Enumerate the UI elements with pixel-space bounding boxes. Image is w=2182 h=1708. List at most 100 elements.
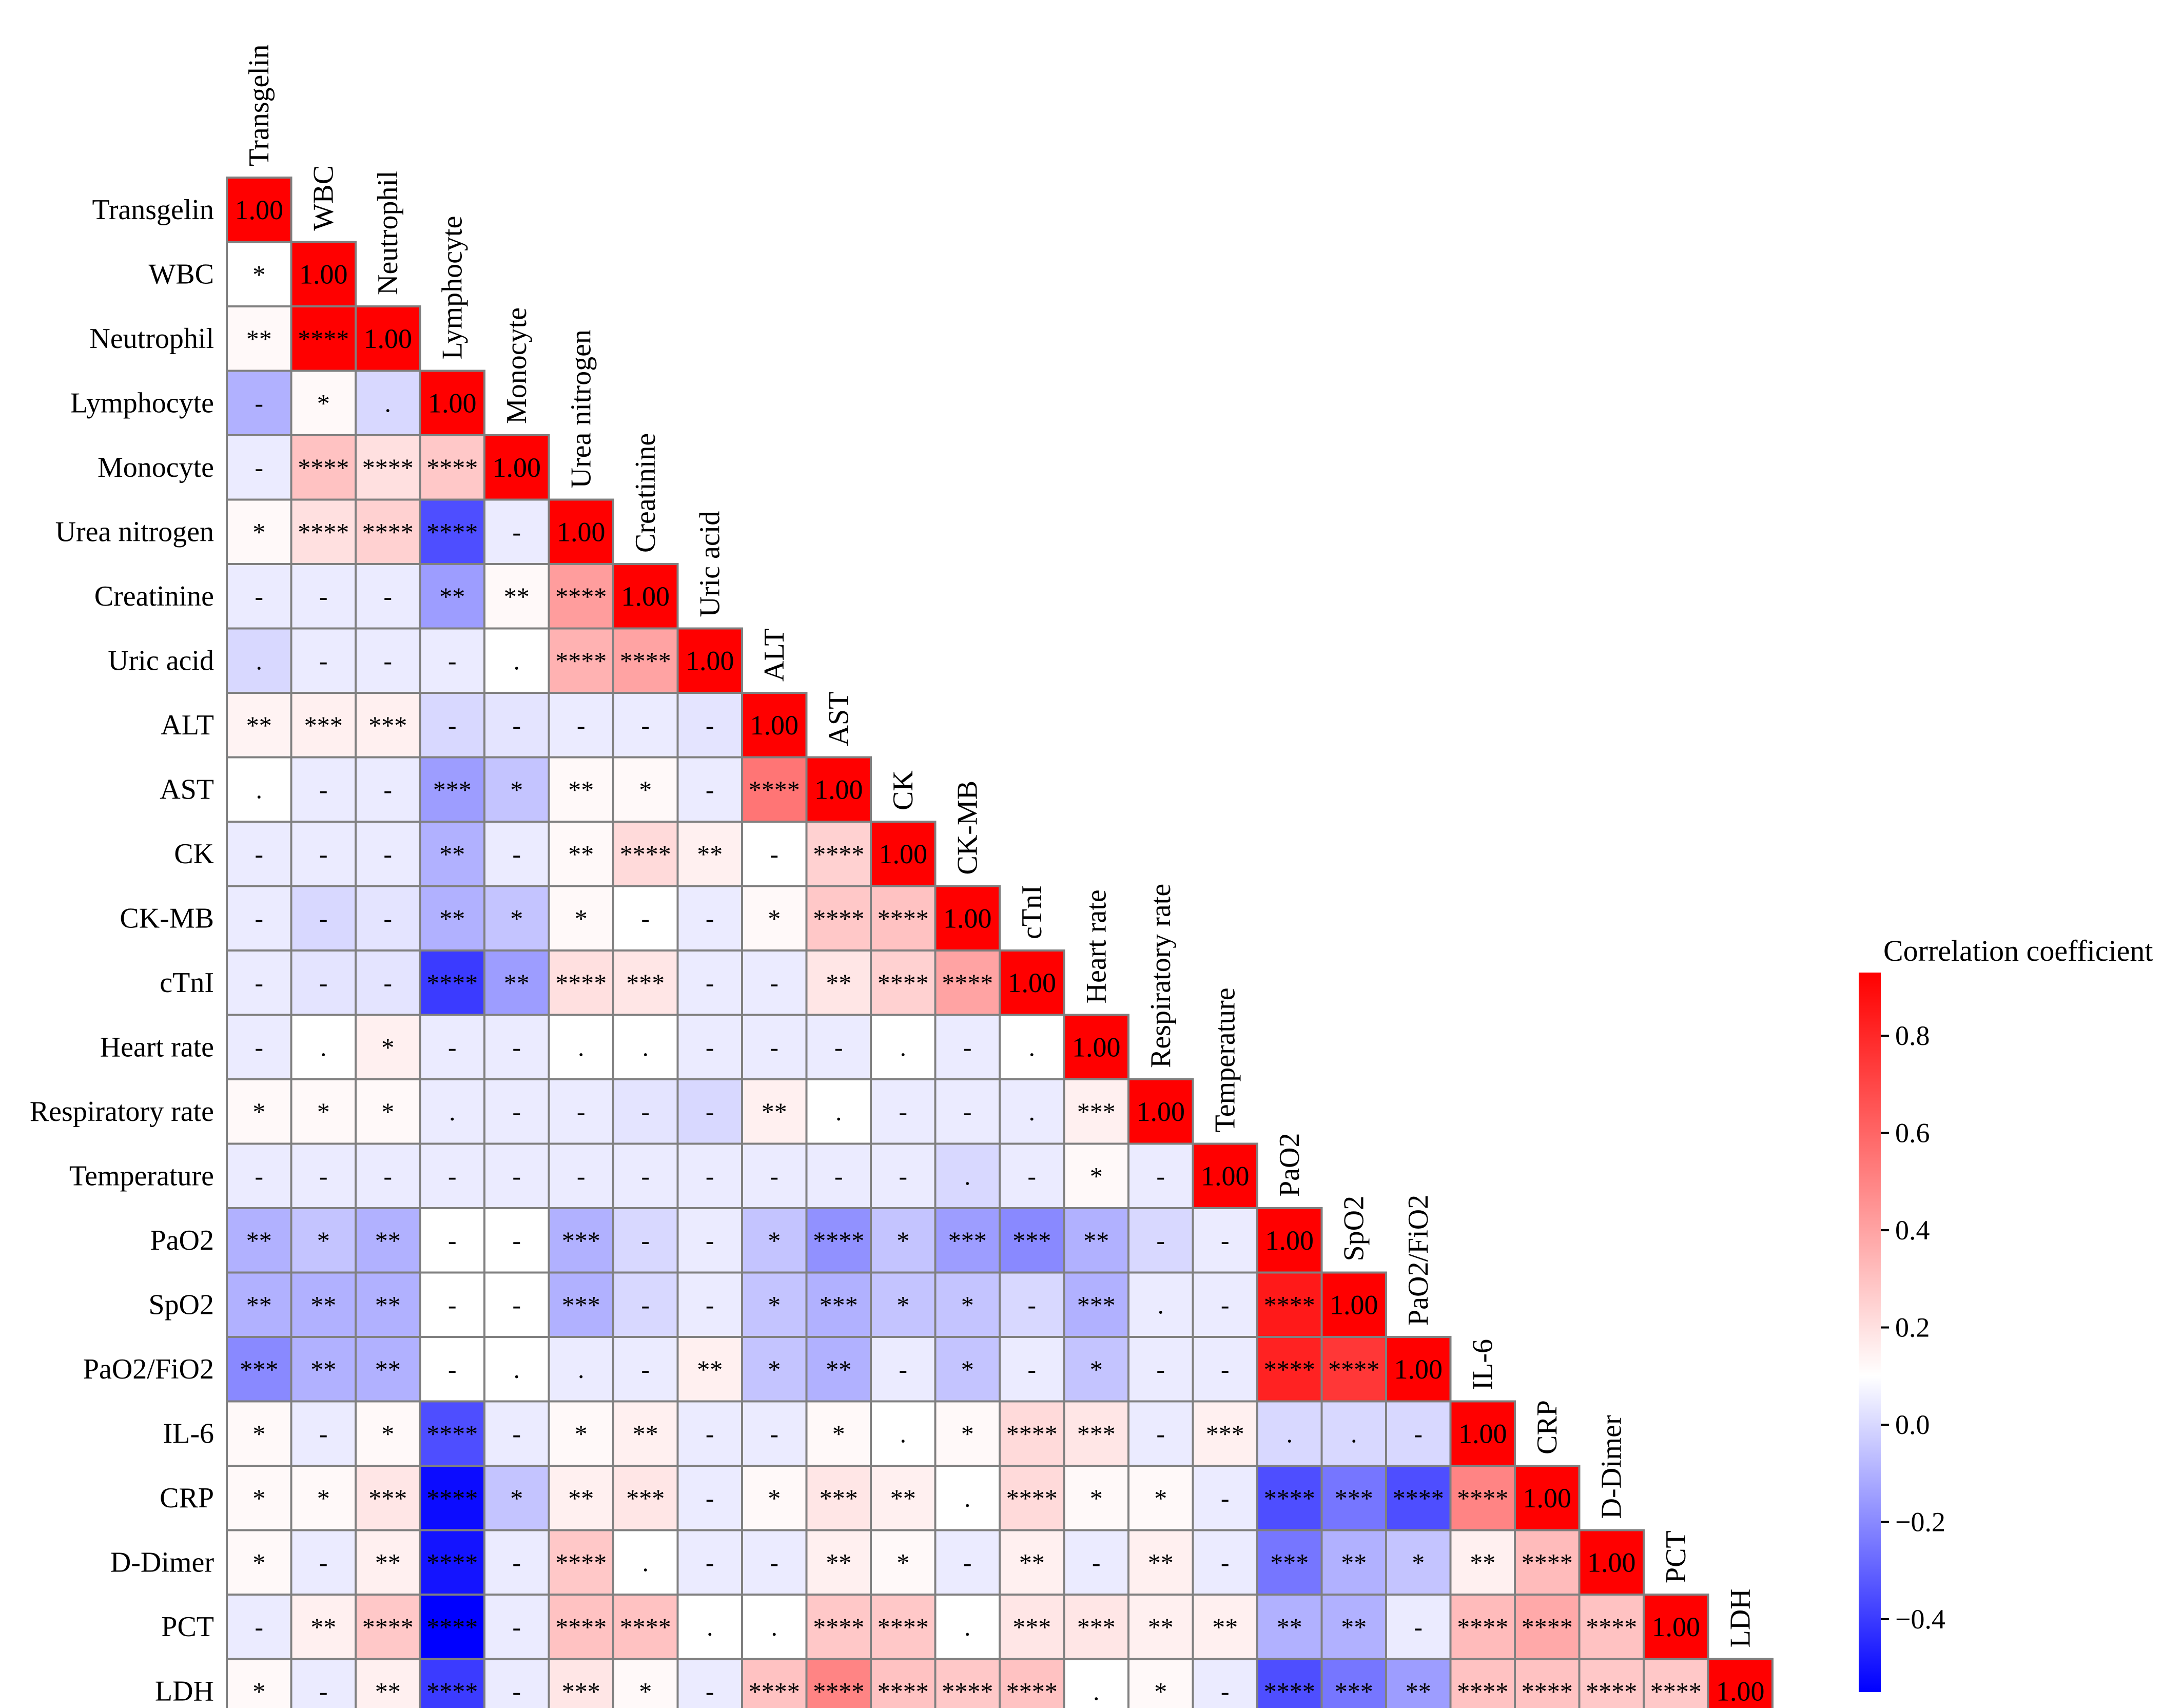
cell-ctni-ck [870, 949, 937, 1016]
cell-significance: **** [426, 517, 478, 546]
cell-significance: * [768, 1226, 781, 1255]
cell-significance: **** [1264, 1484, 1315, 1512]
cell-significance: **** [942, 1677, 993, 1705]
cell-temperature-uric-acid [676, 1142, 743, 1209]
cell-significance: * [639, 1677, 652, 1705]
cell-significance: **** [813, 1226, 864, 1255]
cell-spo2-lymphocyte [419, 1271, 485, 1338]
cell-significance: **** [1522, 1613, 1573, 1641]
cell-pct-neutrophil [355, 1594, 421, 1660]
cell-significance: - [706, 775, 714, 804]
diagonal-cell-ldh [1707, 1658, 1774, 1708]
cell-pct-ast [805, 1594, 872, 1660]
cell-alt-urea-nitrogen [548, 692, 614, 759]
cell-crp-transgelin [226, 1465, 293, 1531]
diagonal-cell-uric-acid [676, 627, 743, 694]
cell-ldh-creatinine [612, 1658, 679, 1708]
cell-significance: - [641, 1161, 650, 1190]
cell-temperature-neutrophil [355, 1142, 421, 1209]
cell-il-6-temperature [1192, 1400, 1258, 1467]
cell-ck-mb-ck [870, 885, 937, 952]
cell-significance: **** [555, 582, 607, 611]
cell-significance: - [512, 1548, 521, 1577]
cell-significance: . [964, 1161, 971, 1190]
row-label: PaO2 [150, 1225, 214, 1256]
cell-significance: - [963, 1548, 972, 1577]
column-labels: Transgelin WBC Neutrophil Lymphocyte Monocyt… [243, 44, 1757, 1647]
cell-significance: **** [1586, 1677, 1637, 1705]
cell-significance: - [770, 1161, 778, 1190]
cell-significance: **** [298, 324, 349, 353]
cell-ldh-ck-mb [934, 1658, 1001, 1708]
cell-significance: * [1412, 1548, 1425, 1577]
cell-respiratory-rate-monocyte [483, 1078, 550, 1145]
colorbar-tick-label: 0.2 [1895, 1312, 1930, 1343]
cell-significance: * [252, 517, 265, 546]
cell-significance: * [1154, 1677, 1167, 1705]
cell-temperature-creatinine [612, 1142, 679, 1209]
cell-significance: - [512, 840, 521, 868]
cell-significance: **** [1457, 1613, 1508, 1641]
column-label: Neutrophil [372, 170, 404, 295]
cell-significance: . [256, 646, 263, 675]
cell-significance: - [706, 711, 714, 740]
column-label: Respiratory rate [1145, 884, 1177, 1068]
cell-il-6-monocyte [483, 1400, 550, 1467]
column-label: CRP [1531, 1400, 1563, 1454]
cell-spo2-creatinine [612, 1271, 679, 1338]
cell-alt-transgelin [226, 692, 293, 759]
diagonal-cell-alt [741, 692, 808, 759]
cell-d-dimer-temperature [1192, 1529, 1258, 1596]
cell-significance: **** [426, 1548, 478, 1577]
column-label: Transgelin [243, 44, 275, 166]
colorbar-title: Correlation coefficient [1883, 934, 2153, 967]
cell-significance: **** [942, 968, 993, 997]
cell-significance: * [768, 1484, 781, 1512]
cell-significance: ** [633, 1419, 658, 1448]
cell-significance: **** [555, 646, 607, 675]
cell-pao2-fio2-temperature [1192, 1336, 1258, 1403]
cell-significance: - [319, 968, 328, 997]
diagonal-cell-urea-nitrogen [548, 498, 614, 565]
cell-pct-creatinine [612, 1594, 679, 1660]
cell-significance: **** [1586, 1613, 1637, 1641]
cell-significance: ** [826, 1355, 851, 1384]
cell-ldh-lymphocyte [419, 1658, 485, 1708]
cell-significance: ** [375, 1677, 401, 1705]
cell-ast-urea-nitrogen [548, 756, 614, 823]
cell-significance: * [381, 1097, 394, 1126]
cell-significance: ** [568, 775, 594, 804]
cell-significance: - [1156, 1161, 1165, 1190]
cell-ck-alt [741, 821, 808, 887]
colorbar-tick-label: 0.8 [1895, 1020, 1930, 1051]
cell-significance: * [1154, 1484, 1167, 1512]
cell-significance: - [255, 1033, 263, 1061]
cell-significance: * [768, 1355, 781, 1384]
cell-significance: - [641, 1097, 650, 1126]
cell-ck-mb-creatinine [612, 885, 679, 952]
cell-significance: ** [504, 582, 530, 611]
diagonal-value: 1.00 [750, 710, 799, 741]
column-label: WBC [307, 165, 339, 231]
cell-significance: ** [697, 840, 723, 868]
cell-significance: - [319, 1161, 328, 1190]
cell-pao2-fio2-monocyte [483, 1336, 550, 1403]
cell-significance: - [706, 968, 714, 997]
column-label: LDH [1724, 1588, 1756, 1647]
cell-significance: ** [826, 968, 851, 997]
cell-significance: **** [1328, 1355, 1379, 1384]
cell-significance: ** [375, 1290, 401, 1319]
cell-significance: . [642, 1033, 649, 1061]
cell-il-6-spo2 [1320, 1400, 1387, 1467]
cell-significance: **** [1393, 1484, 1444, 1512]
column-label: IL-6 [1467, 1339, 1498, 1390]
row-label: Temperature [69, 1160, 214, 1192]
diagonal-cell-temperature [1192, 1142, 1258, 1209]
cell-significance: **** [1264, 1355, 1315, 1384]
diagonal-value: 1.00 [686, 645, 734, 676]
cell-significance: ** [1277, 1613, 1302, 1641]
cell-significance: - [1156, 1419, 1165, 1448]
cell-pct-pao2-fio2 [1385, 1594, 1452, 1660]
row-label: Neutrophil [89, 323, 214, 355]
cell-temperature-urea-nitrogen [548, 1142, 614, 1209]
